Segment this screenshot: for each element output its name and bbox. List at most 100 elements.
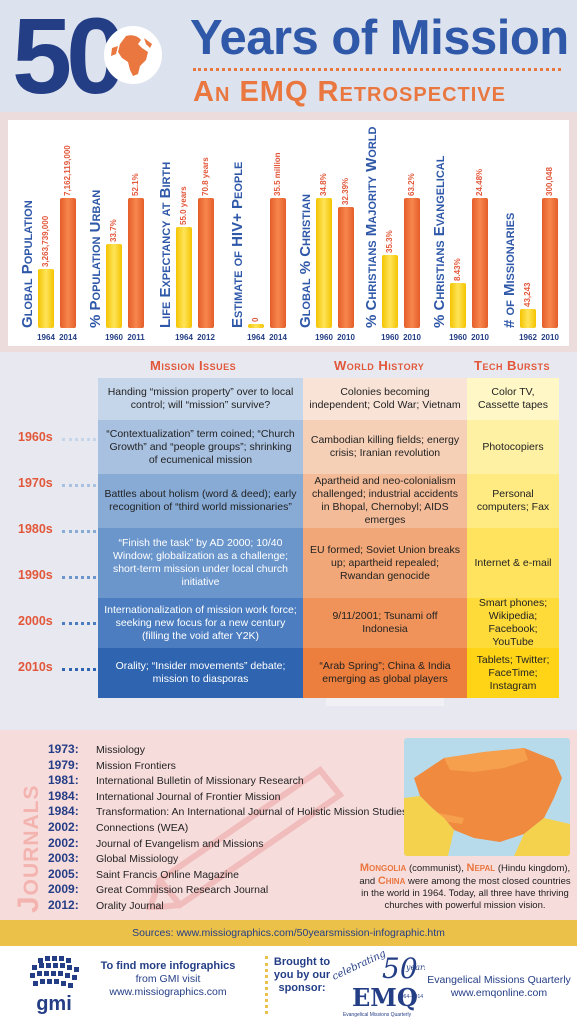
journal-name: Mission Frontiers	[96, 759, 176, 772]
timeline-section: Mission Issues World History Tech Bursts…	[0, 352, 577, 730]
mission-issue-cell: Orality; “Insider movements” debate; mis…	[98, 648, 303, 698]
journal-name: Global Missiology	[96, 853, 179, 866]
stat-title: # of Missionaries	[501, 212, 518, 328]
stat-value: 63.2%	[407, 173, 416, 196]
journal-year: 2002:	[48, 820, 79, 834]
stat-title: Global Population	[19, 200, 36, 328]
journal-item: 1979: Mission Frontiers	[48, 758, 176, 773]
stat-bar	[60, 198, 76, 328]
nepal-label: Nepal	[466, 862, 496, 874]
world-history-cell: “Arab Spring”; China & India emerging as…	[303, 648, 467, 698]
decade-label: 1960s	[18, 430, 53, 444]
journal-year: 2005:	[48, 866, 79, 881]
tech-burst-cell: Smart phones; Wikipedia; Facebook; YouTu…	[467, 597, 559, 648]
stat-year: 2014	[269, 333, 287, 342]
world-history-cell: Apartheid and neo-colonialism challenged…	[303, 474, 467, 528]
china-label: China	[377, 875, 406, 887]
journal-item: 2009: Great Commission Research Journal	[48, 882, 268, 897]
stat-year: 1964	[37, 333, 55, 342]
decade-label: 1990s	[18, 568, 53, 582]
stat-value: 33.7%	[109, 219, 118, 242]
svg-text:EMQ: EMQ	[352, 983, 418, 1012]
stat-value: 8.43%	[453, 258, 462, 282]
sources-bar[interactable]: Sources: www.missiographics.com/50yearsm…	[0, 920, 577, 946]
stat-value: 52.1%	[131, 173, 140, 196]
mission-issue-cell: Battles about holism (word & deed); earl…	[98, 474, 303, 528]
stat-value: 70.8 years	[201, 157, 210, 196]
stat-value: 35.5 million	[273, 152, 282, 196]
header-mission-issues: Mission Issues	[150, 358, 237, 373]
decade-label: 2000s	[18, 614, 53, 628]
journal-item: 2003: Global Missiology	[48, 851, 178, 866]
stat-bar	[404, 198, 420, 328]
stat-bar	[472, 198, 488, 328]
journal-item: 2012: Orality Journal	[48, 898, 164, 913]
world-history-cell: Cambodian killing fields; energy crisis;…	[303, 420, 467, 474]
gmi-logo[interactable]: gmi	[24, 954, 84, 1016]
tech-burst-cell: Tablets; Twitter; FaceTime; Instagram	[467, 648, 559, 698]
journal-name: Transformation: An International Journal…	[96, 806, 408, 819]
mongolia-label: Mongolia	[359, 862, 407, 874]
svg-text:50: 50	[382, 952, 418, 985]
decade-connector	[62, 484, 96, 487]
stat-bar	[382, 255, 398, 328]
journals-section: Journals 1973: Missiology 1979: Mission Fro…	[0, 730, 577, 920]
gmi-logo-text: gmi	[36, 993, 72, 1015]
page-title: Years of Mission	[190, 11, 569, 65]
stat-year: 2014	[59, 333, 77, 342]
stat-year: 1960	[381, 333, 399, 342]
tech-burst-cell: Personal computers; Fax	[467, 474, 559, 528]
stat-value: 43,243	[523, 282, 532, 308]
footer: gmi To find more infographics from GMI v…	[0, 946, 577, 1024]
footer-divider	[265, 956, 268, 1014]
stat-year: 2010	[541, 333, 559, 342]
journal-year: 2012:	[48, 898, 79, 912]
journal-name: Journal of Evangelism and Missions	[96, 837, 264, 850]
world-history-cell: 9/11/2001; Tsunami off Indonesia	[303, 598, 467, 648]
decade-label: 2010s	[18, 660, 53, 674]
svg-text:celebrating: celebrating	[331, 948, 388, 982]
journal-year: 1981:	[48, 773, 79, 788]
journal-year: 2009:	[48, 882, 79, 897]
emq-logo[interactable]: celebrating 50 years EMQ 1964–2014 Evang…	[330, 948, 428, 1022]
mission-issue-cell: “Contextualization” term coined; “Church…	[98, 420, 303, 474]
decade-label: 1970s	[18, 476, 53, 490]
stat-title: % Population Urban	[87, 189, 104, 328]
decade-connector	[62, 622, 96, 625]
stat-year: 1964	[247, 333, 265, 342]
emq-link[interactable]: www.emqonline.com	[450, 987, 548, 999]
stat-bar	[338, 207, 354, 328]
stat-year: 1960	[315, 333, 333, 342]
decade-connector	[62, 668, 96, 671]
journal-item: 2002: Journal of Evangelism and Missions	[48, 836, 264, 851]
stat-value: 35.3%	[385, 230, 394, 254]
gmi-link[interactable]: www.missiographics.com	[109, 986, 227, 998]
stat-bar	[316, 198, 332, 328]
stat-bar	[106, 243, 122, 328]
stat-year: 1960	[105, 333, 123, 342]
stat-year: 2010	[471, 333, 489, 342]
gmi-info: To find more infographics from GMI visit…	[88, 960, 248, 999]
stat-bar	[450, 283, 466, 328]
stat-bar	[248, 324, 264, 328]
pen-watermark	[146, 765, 345, 910]
world-history-cell: Colonies becoming independent; Cold War;…	[303, 378, 467, 420]
journal-year: 2002:	[48, 835, 79, 850]
stat-bar	[270, 198, 286, 328]
decade-label: 1980s	[18, 522, 53, 536]
stat-bar	[128, 198, 144, 328]
globe-icon	[104, 26, 162, 84]
stat-title: % Christians Evangelical	[431, 155, 448, 328]
stat-value: 3,263,739,000	[41, 215, 50, 267]
stat-year: 2010	[403, 333, 421, 342]
emq-info: Evangelical Missions Quarterly www.emqon…	[424, 974, 574, 1000]
decade-connector	[62, 438, 96, 441]
decade-connector	[62, 530, 96, 533]
journal-name: Great Commission Research Journal	[96, 884, 269, 897]
decade-connector	[62, 576, 96, 579]
journal-year: 1979:	[48, 757, 79, 772]
mission-issue-cell: Handing “mission property” over to local…	[98, 378, 303, 420]
stats-band: Global Population 3,263,739,000 1964 7,162,…	[0, 112, 577, 352]
stat-value: 32.39%	[341, 177, 350, 206]
stat-value: 7,162,119,000	[63, 145, 72, 196]
